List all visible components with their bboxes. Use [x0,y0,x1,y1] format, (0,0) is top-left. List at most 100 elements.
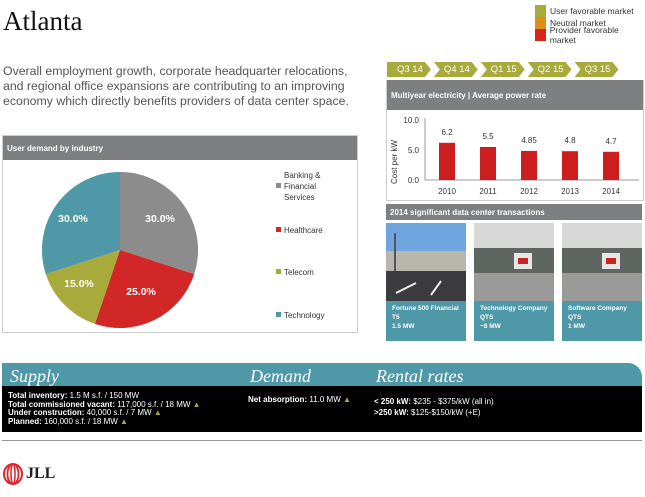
rental-stats: < 250 kW: $235 - $375/kW (all in) >250 k… [374,396,494,418]
legend-label-banking: Financial [284,182,316,191]
pie-slice-banking [120,172,199,275]
building-photo [474,223,554,301]
legend-label-technology: Technology [284,311,324,320]
x-tick: 2011 [479,187,497,196]
pie-slice-telecom [45,250,120,324]
x-tick: 2012 [520,187,538,196]
transactions-panel: 2014 significant data center transaction… [386,204,642,344]
jll-logo-icon [3,463,23,485]
quarter-q1-15: Q1 15 [481,62,525,77]
rental-heading: Rental rates [376,366,464,386]
transaction-tenant: Technology Company [480,305,548,312]
x-tick: 2010 [438,187,456,196]
slice-label: 25.0% [126,286,156,298]
supply-row: Total inventory: 1.5 M s.f. / 150 MW [8,391,139,400]
supply-row: Under construction: 40,000 s.f. / 7 MW ▲ [8,408,162,417]
logo-text: JLL [26,465,56,482]
legend-label-banking: Banking & [284,171,321,180]
legend-swatch [535,29,546,41]
quarter-timeline: Q3 14 Q4 14 Q1 15 Q2 15 Q3 15 [387,62,621,77]
supply-heading: Supply [10,366,59,386]
legend-label: Provider favorable market [549,25,619,45]
transaction-provider: QTS [480,314,494,321]
quarter-q2-15: Q2 15 [528,62,572,77]
supply-row: Planned: 160,000 s.f. / 18 MW ▲ [8,416,128,426]
legend-swatch [276,227,281,232]
legend-label-healthcare: Healthcare [284,226,323,235]
legend-label-banking: Services [284,193,315,202]
trend-up-icon: ▲ [342,395,351,404]
y-tick: 10.0 [403,116,419,125]
bar-value: 4.85 [521,136,537,145]
rental-row: < 250 kW: $235 - $375/kW (all in) [374,397,494,406]
trend-up-icon: ▲ [192,399,201,409]
y-tick: 5.0 [408,146,420,155]
legend-swatch [276,269,281,274]
quarter-q3-15: Q3 15 [575,62,619,77]
divider [2,440,642,441]
quarter-q3-14: Q3 14 [387,62,431,77]
transaction-card: Software Company QTS 1 MW [562,223,642,341]
market-legend: User favorable market Neutral market Pro… [535,5,645,45]
legend-label: User favorable market [550,6,634,16]
rental-row: >250 kW: $125-$150/kW (+E) [374,408,481,417]
legend-label-telecom: Telecom [284,268,314,277]
legend-swatch [535,5,546,17]
supply-stats: Total inventory: 1.5 M s.f. / 150 MW Tot… [8,391,201,426]
slice-label: 30.0% [145,213,175,225]
transaction-tenant: Fortune 500 Financial [392,305,459,312]
transaction-tenant: Software Company [568,305,627,312]
user-demand-panel: User demand by industry 30.0% 25.0% 15.0… [2,135,358,333]
legend-swatch [276,183,281,188]
transaction-size: 1 MW [568,323,585,330]
panel-title: 2014 significant data center transaction… [386,204,642,220]
bar-value: 6.2 [441,128,453,137]
pie-slice-technology [41,172,120,275]
transaction-provider: T5 [392,314,400,321]
slice-label: 15.0% [64,278,94,290]
bar-value: 5.5 [482,132,494,141]
y-axis-label: Cost per kW [390,140,399,184]
bar-value: 4.8 [564,136,576,145]
bar-2010 [439,142,455,180]
y-tick: 0.0 [408,176,420,185]
bar-value: 4.7 [605,137,617,146]
x-tick: 2013 [561,187,579,196]
bar-2013 [562,151,578,180]
transaction-size: 1.5 MW [392,323,415,330]
electricity-panel: Multiyear electricity | Average power ra… [386,80,644,201]
panel-title: User demand by industry [3,136,357,160]
power-rate-bar-chart: Cost per kW 10.0 5.0 0.0 6.2 5.5 4.85 4.… [390,116,639,196]
building-photo [562,223,642,301]
trend-up-icon: ▲ [153,408,162,417]
building-photo [386,223,466,301]
legend-item-provider-favorable: Provider favorable market [535,25,645,45]
legend-item-user-favorable: User favorable market [535,5,645,17]
demand-stats: Net absorption: 11.0 MW ▲ [248,395,351,405]
legend-swatch [276,312,281,317]
intro-paragraph: Overall employment growth, corporate hea… [3,64,349,108]
transaction-card: Technology Company QTS ~8 MW [474,223,554,341]
legend-swatch [535,17,546,29]
x-tick: 2014 [602,187,620,196]
pie-slice-healthcare [94,250,195,329]
page-title: Atlanta [3,6,83,36]
industry-pie-chart: 30.0% 25.0% 15.0% 30.0% Banking & Financ… [41,171,324,329]
bar-2012 [521,150,537,180]
bar-2014 [603,151,619,180]
market-stats-band: Supply Demand Rental rates Total invento… [2,363,642,432]
transaction-provider: QTS [568,314,582,321]
bar-2011 [480,147,496,180]
slice-label: 30.0% [58,213,88,225]
transaction-size: ~8 MW [480,323,501,330]
panel-title: Multiyear electricity | Average power ra… [387,80,643,110]
legend-label: Neutral market [550,18,606,28]
trend-up-icon: ▲ [120,416,128,426]
demand-heading: Demand [250,366,311,386]
quarter-q4-14: Q4 14 [434,62,478,77]
demand-row: Net absorption: 11.0 MW ▲ [248,395,351,404]
transaction-card: Fortune 500 Financial T5 1.5 MW [386,223,466,341]
legend-item-neutral: Neutral market [535,17,645,29]
jll-logo: JLL [3,463,55,485]
supply-row: Total commissioned vacant: 117,000 s.f. … [8,399,201,409]
